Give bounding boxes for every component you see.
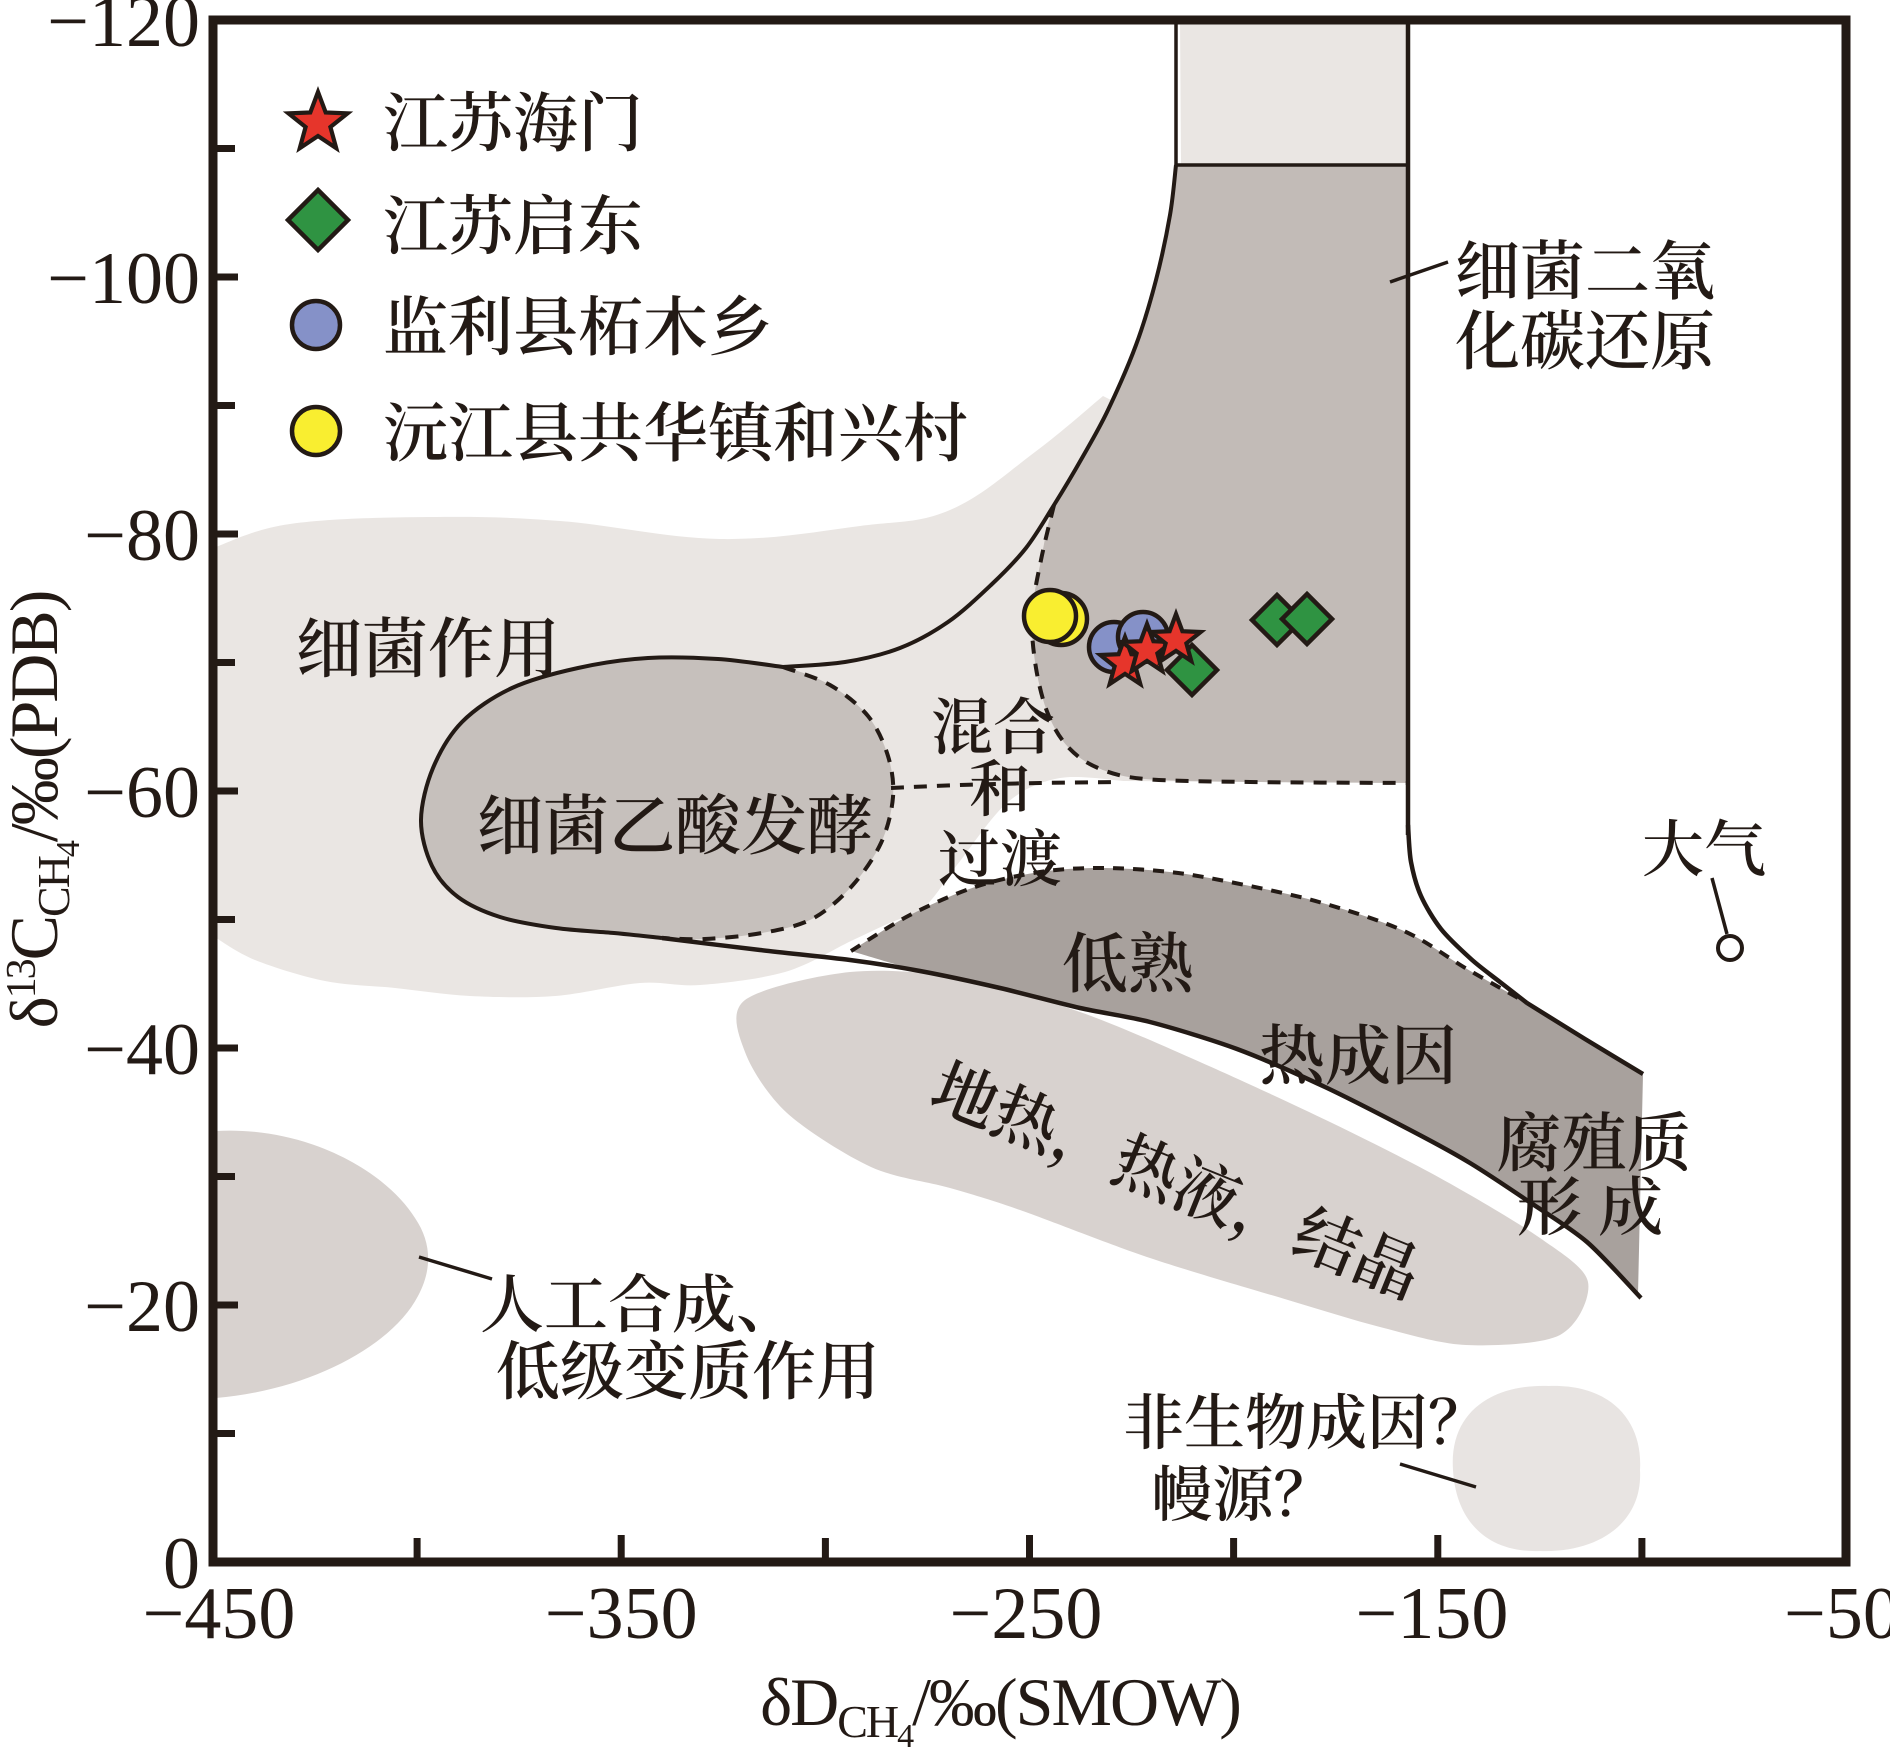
svg-text:过渡: 过渡 bbox=[938, 810, 1062, 899]
svg-text:−60: −60 bbox=[84, 752, 200, 834]
svg-text:热成因: 热成因 bbox=[1259, 1003, 1457, 1098]
svg-text:化碳还原: 化碳还原 bbox=[1455, 289, 1715, 383]
svg-text:腐殖质: 腐殖质 bbox=[1496, 1091, 1691, 1185]
svg-text:0: 0 bbox=[163, 1523, 200, 1605]
svg-text:沅江县共华镇和兴村: 沅江县共华镇和兴村 bbox=[383, 381, 968, 475]
svg-text:大气: 大气 bbox=[1642, 800, 1766, 889]
svg-text:−450: −450 bbox=[143, 1573, 296, 1655]
svg-text:−50: −50 bbox=[1784, 1573, 1890, 1655]
svg-text:−150: −150 bbox=[1356, 1573, 1509, 1655]
svg-text:−80: −80 bbox=[84, 495, 200, 577]
svg-text:细菌乙酸发酵: 细菌乙酸发酵 bbox=[477, 773, 873, 868]
svg-text:δDCH4/‰(SMOW): δDCH4/‰(SMOW) bbox=[760, 1664, 1240, 1752]
svg-text:−350: −350 bbox=[545, 1573, 698, 1655]
svg-text:江苏海门: 江苏海门 bbox=[383, 71, 643, 165]
svg-text:形 成: 形 成 bbox=[1517, 1155, 1663, 1249]
svg-text:幔源？: 幔源？ bbox=[1151, 1447, 1334, 1534]
svg-text:非生物成因？: 非生物成因？ bbox=[1123, 1375, 1489, 1462]
svg-text:混合: 混合 bbox=[931, 678, 1055, 767]
svg-text:低熟: 低熟 bbox=[1062, 911, 1194, 1006]
svg-text:−100: −100 bbox=[47, 238, 200, 320]
svg-text:−20: −20 bbox=[84, 1266, 200, 1348]
svg-text:和: 和 bbox=[969, 740, 1031, 829]
svg-text:−120: −120 bbox=[47, 0, 200, 63]
svg-text:监利县柘木乡: 监利县柘木乡 bbox=[383, 275, 773, 369]
svg-text:江苏启东: 江苏启东 bbox=[383, 174, 643, 268]
svg-text:人工合成、: 人工合成、 bbox=[480, 1254, 800, 1346]
svg-text:−250: −250 bbox=[950, 1573, 1103, 1655]
svg-text:低级变质作用: 低级变质作用 bbox=[496, 1321, 880, 1413]
svg-text:−40: −40 bbox=[84, 1009, 200, 1091]
svg-text:细菌二氧: 细菌二氧 bbox=[1455, 219, 1715, 313]
svg-text:细菌作用: 细菌作用 bbox=[296, 596, 560, 691]
